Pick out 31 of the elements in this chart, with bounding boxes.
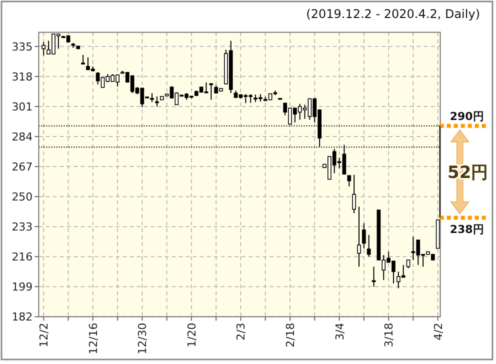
y-tick-label: 216 bbox=[12, 250, 33, 264]
candlestick bbox=[347, 175, 352, 188]
candlestick bbox=[366, 234, 371, 258]
y-tick-label: 233 bbox=[12, 220, 33, 234]
candlestick bbox=[155, 96, 159, 107]
candlestick bbox=[209, 82, 214, 100]
x-tick-label: 2/3 bbox=[234, 322, 248, 340]
x-tick-label: 3/18 bbox=[382, 322, 396, 348]
y-tick-label: 318 bbox=[12, 70, 33, 84]
chart-subtitle: (2019.12.2 - 2020.4.2, Daily) bbox=[306, 7, 480, 21]
y-tick-label: 199 bbox=[12, 280, 33, 294]
x-tick-label: 2/18 bbox=[284, 322, 298, 348]
x-tick-label: 1/20 bbox=[185, 322, 198, 348]
y-tick-label: 267 bbox=[12, 160, 33, 174]
y-tick-label: 335 bbox=[12, 40, 33, 54]
y-tick-label: 250 bbox=[12, 190, 33, 204]
candlestick bbox=[352, 174, 356, 214]
x-tick-label: 3/4 bbox=[333, 322, 346, 340]
candlestick bbox=[81, 54, 85, 65]
y-tick-label: 301 bbox=[12, 100, 33, 114]
x-tick-label: 12/30 bbox=[136, 322, 150, 354]
annotation: 238円 bbox=[450, 222, 484, 236]
candlestick bbox=[362, 222, 366, 249]
x-tick-label: 12/16 bbox=[86, 322, 100, 354]
annotation: 290円 bbox=[450, 110, 484, 123]
y-tick-label: 182 bbox=[12, 310, 33, 324]
x-tick-label: 12/2 bbox=[38, 322, 51, 348]
candlestick bbox=[42, 42, 46, 56]
x-tick-label: 4/2 bbox=[432, 322, 445, 340]
y-tick-label: 284 bbox=[12, 130, 33, 144]
candlestick bbox=[357, 206, 361, 268]
